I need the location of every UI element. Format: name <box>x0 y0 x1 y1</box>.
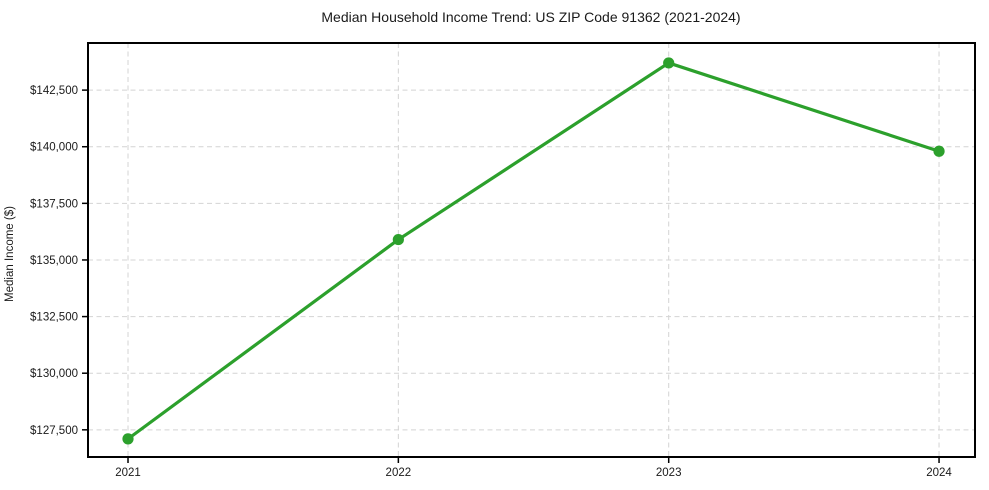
data-point <box>663 57 675 69</box>
data-point <box>933 145 945 157</box>
plot-border <box>87 42 976 458</box>
y-tick-label: $127,500 <box>30 425 78 437</box>
data-point <box>392 233 404 246</box>
x-tick-label: 2023 <box>656 467 682 479</box>
plot-frame-group <box>87 42 976 458</box>
data-series-group <box>122 57 945 445</box>
x-tick-label: 2022 <box>386 467 412 479</box>
trend-line <box>126 61 941 441</box>
x-tick-label: 2021 <box>115 467 141 479</box>
y-tick-label: $135,000 <box>30 255 78 267</box>
y-tick-label: $137,500 <box>30 198 78 210</box>
y-tick-label: $132,500 <box>30 312 78 324</box>
x-tick-label: 2024 <box>926 467 952 479</box>
y-axis-label: Median Income ($) <box>4 206 16 302</box>
axis-ticks-group <box>82 89 940 463</box>
y-tick-label: $130,000 <box>30 368 78 380</box>
gridlines-group <box>88 43 975 457</box>
y-tick-label: $140,000 <box>30 142 78 154</box>
data-point <box>122 433 134 445</box>
tick-labels-group: $142,500 $140,000 $137,500 $135,000 $132,500… <box>30 85 952 479</box>
y-tick-label: $142,500 <box>30 85 78 97</box>
chart-title: Median Household Income Trend: US ZIP Co… <box>321 9 740 25</box>
